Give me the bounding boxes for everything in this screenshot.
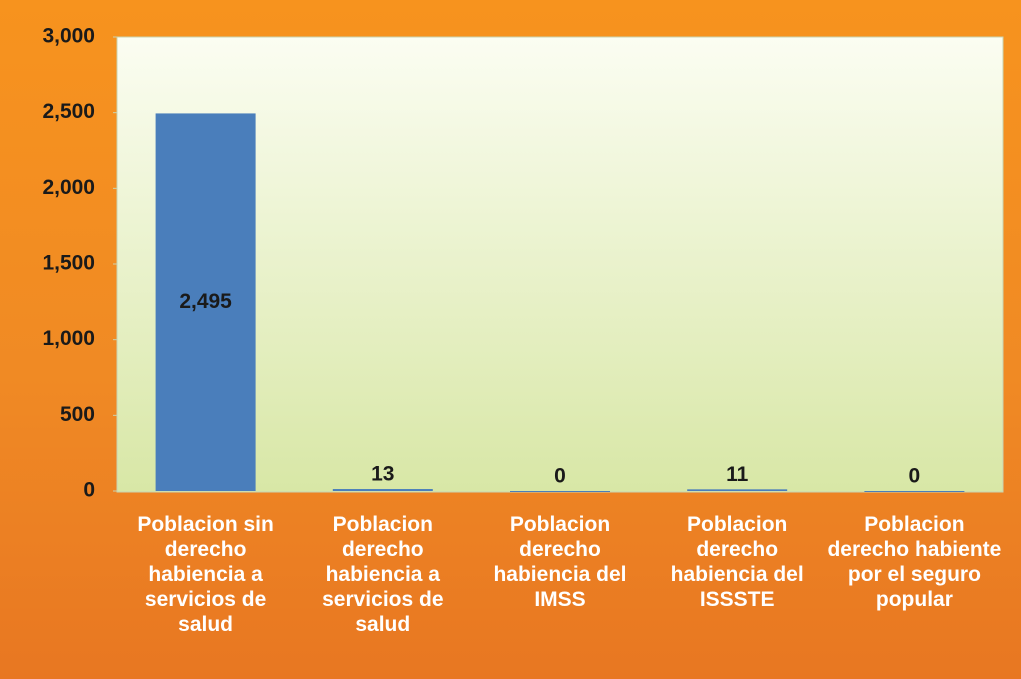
- x-tick-label: Poblacion derecho habiencia a servicios …: [322, 513, 444, 636]
- y-tick-label: 3,000: [42, 25, 95, 48]
- y-tick-label: 1,500: [42, 252, 95, 275]
- data-label: 13: [371, 463, 394, 486]
- data-label: 2,495: [179, 290, 232, 313]
- bar: [155, 113, 256, 491]
- y-tick-label: 1,000: [42, 327, 95, 350]
- y-tick-label: 500: [60, 403, 95, 426]
- data-label: 11: [726, 463, 749, 486]
- y-tick-label: 2,000: [42, 176, 95, 199]
- data-label: 0: [554, 465, 566, 488]
- y-tick-label: 0: [83, 479, 95, 502]
- bar: [687, 489, 788, 491]
- bar: [332, 489, 433, 491]
- bar: [864, 491, 965, 492]
- bar: [510, 491, 610, 492]
- x-tick-label: Poblacion derecho habiente por el seguro…: [827, 513, 1002, 611]
- x-tick-label: Poblacion derecho habiencia del IMSS: [493, 513, 627, 611]
- y-tick-label: 2,500: [42, 100, 95, 123]
- plot-area: [116, 36, 1004, 493]
- x-tick-label: Poblacion sin derecho habiencia a servic…: [137, 513, 274, 636]
- x-tick-label: Poblacion derecho habiencia del ISSSTE: [670, 513, 804, 611]
- data-label: 0: [909, 465, 921, 488]
